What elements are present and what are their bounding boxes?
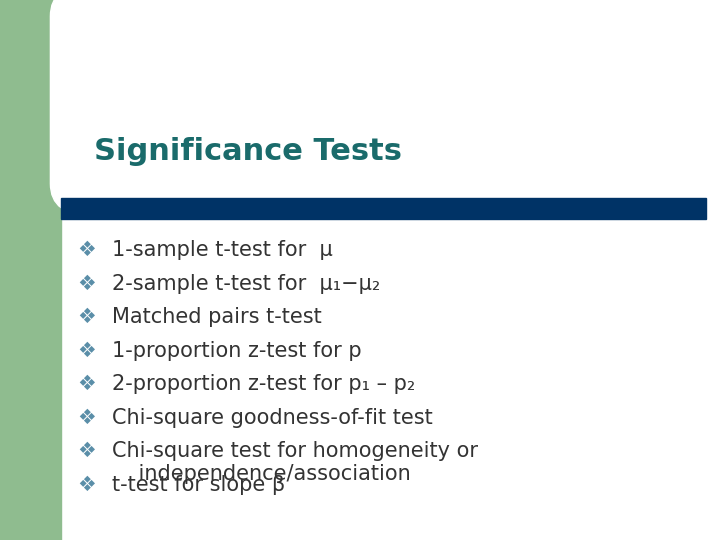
Text: 1-sample t-test for  μ: 1-sample t-test for μ [112,240,333,260]
Text: t-test for slope β: t-test for slope β [112,475,285,495]
Text: Matched pairs t-test: Matched pairs t-test [112,307,321,327]
Text: ❖: ❖ [77,475,96,495]
Text: 2-sample t-test for  μ₁−μ₂: 2-sample t-test for μ₁−μ₂ [112,274,380,294]
Text: ❖: ❖ [77,341,96,361]
Text: Chi-square goodness-of-fit test: Chi-square goodness-of-fit test [112,408,432,428]
Text: ❖: ❖ [77,374,96,394]
Bar [61,198,706,219]
Text: 2-proportion z-test for p₁ – p₂: 2-proportion z-test for p₁ – p₂ [112,374,415,394]
Text: ❖: ❖ [77,408,96,428]
Bar [0,0,61,540]
Bar [0,0,216,189]
Text: 1-proportion z-test for p: 1-proportion z-test for p [112,341,361,361]
Text: ❖: ❖ [77,441,96,461]
Text: ❖: ❖ [77,274,96,294]
Text: Chi-square test for homogeneity or
    independence/association: Chi-square test for homogeneity or indep… [112,441,477,484]
FancyBboxPatch shape [50,0,720,216]
Text: Significance Tests: Significance Tests [94,137,402,166]
Text: ❖: ❖ [77,307,96,327]
Text: ❖: ❖ [77,240,96,260]
